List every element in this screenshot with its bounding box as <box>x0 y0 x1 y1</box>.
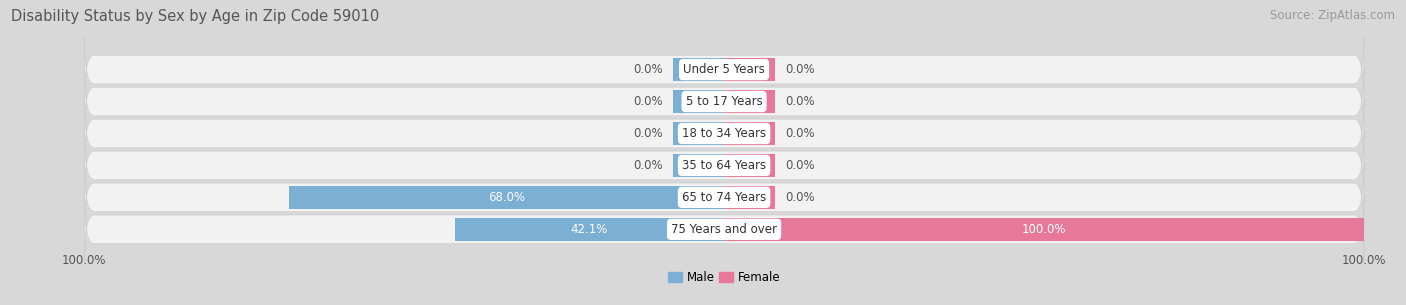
FancyBboxPatch shape <box>84 100 1364 167</box>
Text: 65 to 74 Years: 65 to 74 Years <box>682 191 766 204</box>
Bar <box>724 58 775 81</box>
FancyBboxPatch shape <box>84 164 1364 231</box>
Bar <box>724 218 1364 241</box>
Text: 0.0%: 0.0% <box>634 159 664 172</box>
Bar <box>673 122 724 145</box>
Bar <box>454 218 724 241</box>
Text: 0.0%: 0.0% <box>634 63 664 76</box>
Bar <box>724 90 775 113</box>
Bar <box>290 186 724 209</box>
FancyBboxPatch shape <box>84 68 1364 135</box>
Text: 0.0%: 0.0% <box>785 95 814 108</box>
Bar <box>724 154 775 177</box>
Bar <box>673 90 724 113</box>
Text: Disability Status by Sex by Age in Zip Code 59010: Disability Status by Sex by Age in Zip C… <box>11 9 380 24</box>
Text: 100.0%: 100.0% <box>1022 223 1066 236</box>
Text: 75 Years and over: 75 Years and over <box>671 223 778 236</box>
Text: Source: ZipAtlas.com: Source: ZipAtlas.com <box>1270 9 1395 22</box>
Text: Under 5 Years: Under 5 Years <box>683 63 765 76</box>
Text: 18 to 34 Years: 18 to 34 Years <box>682 127 766 140</box>
Text: 5 to 17 Years: 5 to 17 Years <box>686 95 762 108</box>
Text: 42.1%: 42.1% <box>571 223 609 236</box>
Legend: Male, Female: Male, Female <box>662 266 786 289</box>
Text: 0.0%: 0.0% <box>785 127 814 140</box>
FancyBboxPatch shape <box>84 196 1364 263</box>
Text: 0.0%: 0.0% <box>634 95 664 108</box>
Text: 0.0%: 0.0% <box>785 159 814 172</box>
Bar <box>724 186 775 209</box>
Bar <box>673 154 724 177</box>
Text: 0.0%: 0.0% <box>634 127 664 140</box>
Text: 68.0%: 68.0% <box>488 191 526 204</box>
FancyBboxPatch shape <box>84 36 1364 103</box>
Text: 0.0%: 0.0% <box>785 63 814 76</box>
Text: 35 to 64 Years: 35 to 64 Years <box>682 159 766 172</box>
Bar <box>673 58 724 81</box>
FancyBboxPatch shape <box>84 132 1364 199</box>
Text: 0.0%: 0.0% <box>785 191 814 204</box>
Bar <box>724 122 775 145</box>
